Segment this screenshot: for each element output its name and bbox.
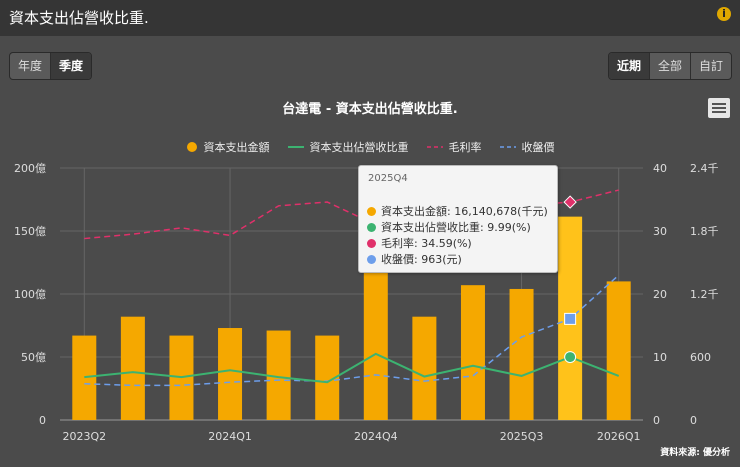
y-left-tick-label: 200億	[14, 162, 46, 175]
marker-capex-ratio	[564, 351, 577, 364]
y-right-pct-tick-label: 10	[653, 351, 667, 364]
y-right-pct-tick-label: 40	[653, 162, 667, 175]
bar-capex	[120, 316, 145, 420]
tooltip-dot-capex	[367, 206, 376, 216]
period-toggle: 年度 季度	[9, 52, 93, 80]
tab-all[interactable]: 全部	[650, 53, 691, 79]
y-right-pct-tick-label: 0	[653, 414, 660, 427]
bar-capex	[606, 281, 631, 420]
bar-capex	[412, 316, 437, 420]
marker-gross-margin	[563, 195, 577, 209]
bar-capex	[509, 288, 534, 420]
tooltip-row-capex: 資本支出金額: 16,140,678(千元)	[367, 203, 548, 219]
legend-marker-capex	[186, 142, 197, 152]
legend-item-price[interactable]: 收盤價	[499, 139, 555, 155]
legend-marker-margin	[426, 146, 443, 148]
y-right-price-tick-label: 0	[690, 414, 697, 427]
bar-capex	[218, 328, 243, 420]
legend-label-ratio: 資本支出佔營收比重	[309, 141, 409, 154]
tooltip-dot-margin	[367, 238, 376, 248]
x-tick-label: 2025Q3	[500, 430, 544, 443]
tooltip-text-margin: 毛利率: 34.59(%)	[381, 237, 472, 250]
page-title: 資本支出佔營收比重.	[9, 9, 149, 27]
legend-marker-ratio	[287, 146, 304, 148]
y-left-tick-label: 0	[39, 414, 46, 427]
tooltip-text-capex: 資本支出金額: 16,140,678(千元)	[381, 205, 548, 218]
header-bar: 資本支出佔營收比重. i	[0, 0, 740, 36]
tab-annual[interactable]: 年度	[10, 53, 52, 79]
legend-item-capex[interactable]: 資本支出金額	[186, 139, 270, 155]
x-tick-label: 2024Q1	[208, 430, 252, 443]
chart-title: 台達電 - 資本支出佔營收比重.	[282, 102, 458, 117]
x-tick-label: 2023Q2	[62, 430, 106, 443]
y-left-tick-label: 50億	[21, 351, 46, 364]
line-close-price	[84, 274, 620, 387]
y-right-price-tick-label: 2.4千	[690, 162, 719, 175]
tooltip-text-price: 收盤價: 963(元)	[381, 253, 462, 266]
tab-recent[interactable]: 近期	[608, 53, 650, 79]
marker-close-price	[564, 312, 577, 325]
tooltip-period: 2025Q4	[368, 173, 408, 184]
y-right-pct-tick-label: 30	[653, 225, 667, 238]
data-source: 資料來源: 優分析	[660, 448, 730, 458]
y-right-price-tick-label: 1.2千	[690, 288, 719, 301]
menu-icon[interactable]	[708, 98, 730, 118]
bar-capex	[72, 335, 97, 420]
y-right-pct-tick-label: 20	[653, 288, 667, 301]
legend-label-price: 收盤價	[521, 141, 555, 154]
tooltip-dot-ratio	[367, 222, 376, 232]
tooltip-dot-price	[367, 254, 376, 264]
tooltip-row-ratio: 資本支出佔營收比重: 9.99(%)	[367, 219, 531, 235]
legend-label-capex: 資本支出金額	[203, 141, 270, 154]
line-capex-ratio	[84, 352, 620, 384]
y-right-price-tick-label: 1.8千	[690, 225, 719, 238]
legend-marker-price	[499, 146, 516, 148]
info-icon[interactable]: i	[717, 7, 731, 21]
y-right-price-tick-label: 600	[690, 351, 711, 364]
legend-item-ratio[interactable]: 資本支出佔營收比重	[287, 139, 409, 155]
y-left-tick-label: 100億	[14, 288, 46, 301]
bar-capex	[460, 285, 485, 420]
tooltip-text-ratio: 資本支出佔營收比重: 9.99(%)	[381, 221, 531, 234]
chart-tooltip: 2025Q4 資本支出金額: 16,140,678(千元) 資本支出佔營收比重:…	[358, 165, 558, 273]
x-tick-label: 2026Q1	[597, 430, 641, 443]
legend-item-margin[interactable]: 毛利率	[426, 139, 482, 155]
x-tick-label: 2024Q4	[354, 430, 398, 443]
chart-legend: 資本支出金額 資本支出佔營收比重 毛利率 收盤價	[0, 139, 740, 155]
legend-label-margin: 毛利率	[448, 141, 482, 154]
tooltip-row-price: 收盤價: 963(元)	[367, 251, 462, 267]
range-toggle: 近期 全部 自訂	[607, 52, 732, 80]
tab-quarterly[interactable]: 季度	[51, 53, 92, 79]
y-left-tick-label: 150億	[14, 225, 46, 238]
tooltip-row-margin: 毛利率: 34.59(%)	[367, 235, 472, 251]
tab-custom[interactable]: 自訂	[698, 59, 723, 73]
